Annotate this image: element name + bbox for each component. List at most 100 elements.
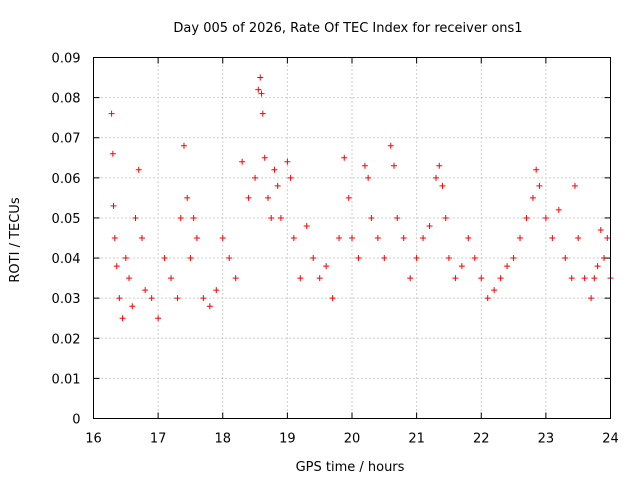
axis-ticks	[93, 57, 611, 419]
data-point	[452, 275, 459, 282]
data-point	[148, 295, 155, 302]
data-point	[374, 235, 381, 241]
data-point	[420, 235, 427, 241]
y-tick-label: 0.09	[52, 52, 81, 67]
data-point	[129, 303, 136, 310]
data-point	[190, 214, 197, 221]
y-tick-label: 0.04	[52, 252, 81, 267]
data-point	[575, 235, 582, 241]
data-point	[126, 275, 133, 282]
x-tick-label: 16	[85, 432, 102, 447]
data-point	[113, 263, 120, 270]
data-point	[442, 214, 449, 221]
data-point	[284, 158, 291, 165]
data-point	[597, 226, 604, 233]
data-point	[310, 255, 317, 262]
data-point	[523, 214, 530, 221]
data-point	[109, 150, 116, 157]
data-point	[407, 275, 414, 282]
data-point	[542, 214, 549, 221]
data-point	[355, 255, 362, 262]
data-point	[400, 235, 407, 241]
data-point	[458, 263, 465, 270]
data-point	[604, 235, 611, 241]
data-point	[581, 275, 588, 282]
data-point	[111, 235, 118, 241]
y-tick-label: 0.02	[52, 332, 81, 347]
data-point	[108, 110, 115, 117]
data-point	[365, 174, 372, 181]
data-point	[116, 295, 123, 302]
data-point	[174, 295, 181, 302]
data-point	[177, 214, 184, 221]
data-point	[161, 255, 168, 262]
data-point	[533, 166, 540, 173]
data-point	[436, 162, 443, 169]
data-point	[465, 235, 472, 241]
data-point	[381, 255, 388, 262]
data-point	[510, 255, 517, 262]
data-point	[536, 182, 543, 189]
data-point	[226, 255, 233, 262]
data-point	[252, 174, 259, 181]
chart-title: Day 005 of 2026, Rate Of TEC Index for r…	[173, 21, 522, 36]
data-point	[180, 142, 187, 149]
data-point	[562, 255, 569, 262]
data-point	[219, 235, 226, 241]
data-point	[349, 235, 355, 241]
x-tick-label: 18	[214, 432, 231, 447]
data-point	[200, 295, 207, 302]
data-points	[108, 74, 614, 322]
data-point	[142, 287, 149, 294]
data-point	[187, 255, 194, 262]
data-point	[132, 214, 139, 221]
data-point	[287, 174, 294, 181]
data-point	[568, 275, 575, 282]
x-tick-label: 20	[344, 432, 361, 447]
data-point	[232, 275, 239, 282]
data-point	[439, 182, 446, 189]
data-point	[122, 255, 129, 262]
data-point	[119, 315, 126, 322]
data-point	[323, 263, 330, 270]
data-point	[504, 263, 511, 270]
data-point	[413, 255, 420, 262]
data-point	[264, 194, 271, 201]
y-tick-label: 0.06	[52, 172, 81, 187]
data-point	[484, 295, 491, 302]
y-tick-label: 0.03	[52, 292, 81, 307]
data-point	[297, 275, 304, 282]
data-point	[258, 90, 265, 97]
data-point	[329, 295, 336, 302]
data-point	[274, 182, 281, 189]
data-point	[433, 174, 440, 181]
data-point	[239, 158, 246, 165]
x-tick-label: 22	[473, 432, 490, 447]
data-point	[445, 255, 452, 262]
y-tick-label: 0.07	[52, 132, 81, 147]
x-tick-label: 24	[602, 432, 619, 447]
data-point	[555, 206, 562, 213]
data-point	[387, 142, 394, 149]
data-point	[491, 287, 498, 294]
data-point	[135, 166, 142, 173]
data-point	[184, 194, 191, 201]
data-point	[478, 275, 485, 282]
x-tick-label: 17	[150, 432, 167, 447]
data-point	[277, 214, 284, 221]
data-point	[110, 202, 117, 209]
y-tick-label: 0.05	[52, 212, 81, 227]
data-point	[345, 194, 352, 201]
data-point	[517, 235, 524, 241]
x-axis-label: GPS time / hours	[296, 460, 405, 475]
y-tick-label: 0	[72, 413, 80, 428]
grid-lines	[93, 57, 611, 419]
data-point	[271, 166, 278, 173]
data-point	[168, 275, 175, 282]
x-tick-label: 21	[408, 432, 425, 447]
x-tick-label: 23	[538, 432, 555, 447]
data-point	[594, 263, 601, 270]
data-point	[471, 255, 478, 262]
data-point	[245, 194, 252, 201]
